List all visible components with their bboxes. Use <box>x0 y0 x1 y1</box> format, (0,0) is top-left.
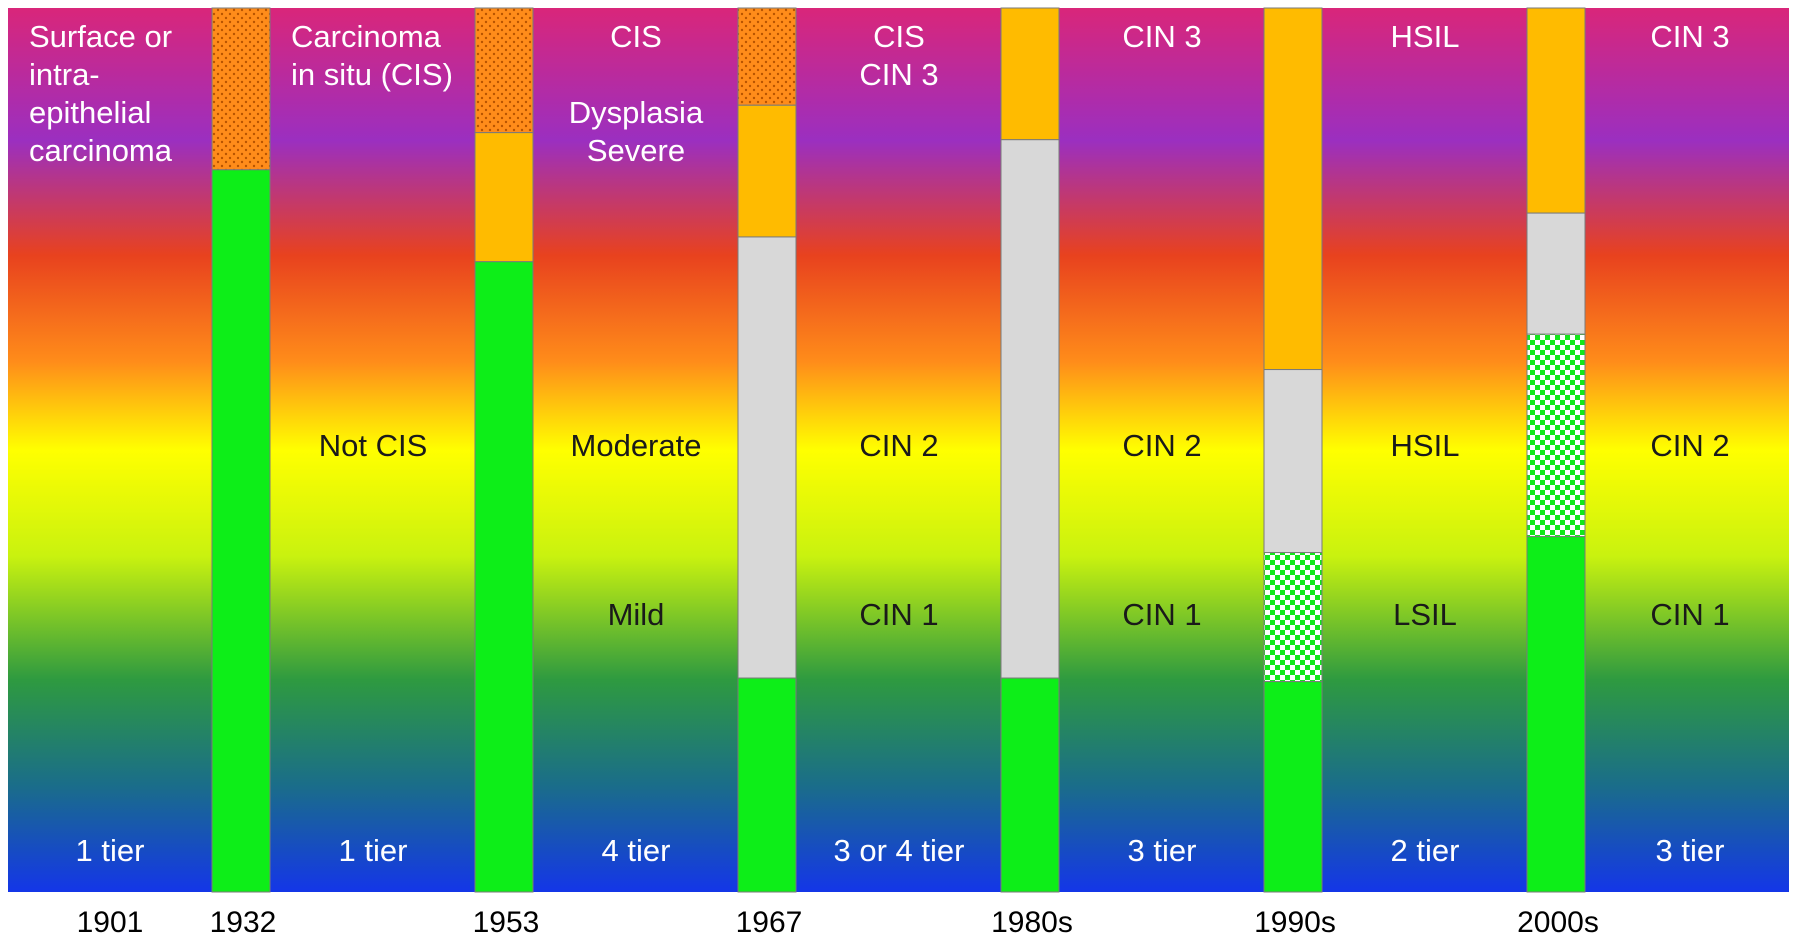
bar-1953 <box>474 7 534 893</box>
top-grade-label: intra- <box>29 57 100 92</box>
tier-count-label: 1 tier <box>339 833 408 868</box>
gradient-panel <box>8 8 1789 892</box>
top-grade-label: Surface or <box>29 19 172 54</box>
middle-grade-label: Not CIS <box>319 428 428 463</box>
bar-segment-dotted <box>211 7 271 171</box>
year-label: 1901 <box>77 906 144 939</box>
top-grade-label: CIN 3 <box>1122 19 1201 54</box>
middle-grade-label: HSIL <box>1391 428 1460 463</box>
top-grade-label: epithelial <box>29 95 151 130</box>
bar-segment-gray <box>1000 139 1060 679</box>
year-label: 1990s <box>1254 906 1336 939</box>
bars-layer <box>211 7 1586 893</box>
bar-segment-green <box>1526 536 1586 893</box>
bar-segment-checker <box>1526 333 1586 538</box>
tier-count-label: 3 tier <box>1656 833 1725 868</box>
top-grade-label: CIS <box>873 19 925 54</box>
bar-segment-checker <box>1263 552 1323 683</box>
bar-segment-green <box>1000 677 1060 893</box>
bar-segment-green <box>737 677 797 893</box>
bar-segment-gray <box>737 236 797 679</box>
top-grade-label: Carcinoma <box>291 19 442 54</box>
tier-count-label: 1 tier <box>76 833 145 868</box>
bar-1932 <box>211 7 271 893</box>
middle-grade-label: CIN 2 <box>1650 428 1729 463</box>
column-5: CIN 3 CIN 2 CIN 1 3 tier <box>1122 19 1201 868</box>
column-7: CIN 3 CIN 2 CIN 1 3 tier <box>1650 19 1729 868</box>
bar-segment-dotted <box>474 7 534 134</box>
top-grade-label: CIN 3 <box>859 57 938 92</box>
middle-grade-label: CIN 2 <box>859 428 938 463</box>
tier-count-label: 3 tier <box>1128 833 1197 868</box>
bar-1967 <box>737 7 797 893</box>
tier-count-label: 3 or 4 tier <box>834 833 965 868</box>
year-label: 1967 <box>736 906 803 939</box>
top-grade-label: Dysplasia <box>569 95 704 130</box>
middle-grade-label: CIN 2 <box>1122 428 1201 463</box>
year-label: 2000s <box>1517 906 1599 939</box>
lower-grade-label: CIN 1 <box>859 597 938 632</box>
lower-grade-label: LSIL <box>1393 597 1457 632</box>
top-grade-label: Severe <box>587 133 685 168</box>
bar-1980s <box>1000 7 1060 893</box>
bar-segment-green <box>211 169 271 893</box>
lower-grade-label: CIN 1 <box>1122 597 1201 632</box>
bar-segment-orange <box>474 132 534 263</box>
middle-grade-label: Moderate <box>571 428 702 463</box>
year-label: 1980s <box>991 906 1073 939</box>
top-grade-label: carcinoma <box>29 133 173 168</box>
top-grade-label: in situ (CIS) <box>291 57 453 92</box>
bar-segment-gray <box>1526 212 1586 335</box>
bar-segment-orange <box>1000 7 1060 141</box>
year-label: 1953 <box>473 906 540 939</box>
bar-segment-green <box>1263 681 1323 893</box>
bar-segment-orange <box>1526 7 1586 214</box>
bar-2000s <box>1526 7 1586 893</box>
tier-count-label: 2 tier <box>1391 833 1460 868</box>
bar-1990s <box>1263 7 1323 893</box>
bar-segment-green <box>474 261 534 893</box>
year-label: 1932 <box>210 906 277 939</box>
bar-segment-orange <box>1263 7 1323 371</box>
bar-segment-orange <box>737 104 797 238</box>
column-6: HSIL HSIL LSIL 2 tier <box>1391 19 1460 868</box>
top-grade-label: CIN 3 <box>1650 19 1729 54</box>
tier-count-label: 4 tier <box>602 833 671 868</box>
year-axis: 1901 1932 1953 1967 1980s 1990s 2000s <box>77 906 1599 939</box>
bar-segment-dotted <box>737 7 797 106</box>
lower-grade-label: CIN 1 <box>1650 597 1729 632</box>
top-grade-label: CIS <box>610 19 662 54</box>
lower-grade-label: Mild <box>608 597 665 632</box>
top-grade-label: HSIL <box>1391 19 1460 54</box>
bar-segment-gray <box>1263 369 1323 554</box>
